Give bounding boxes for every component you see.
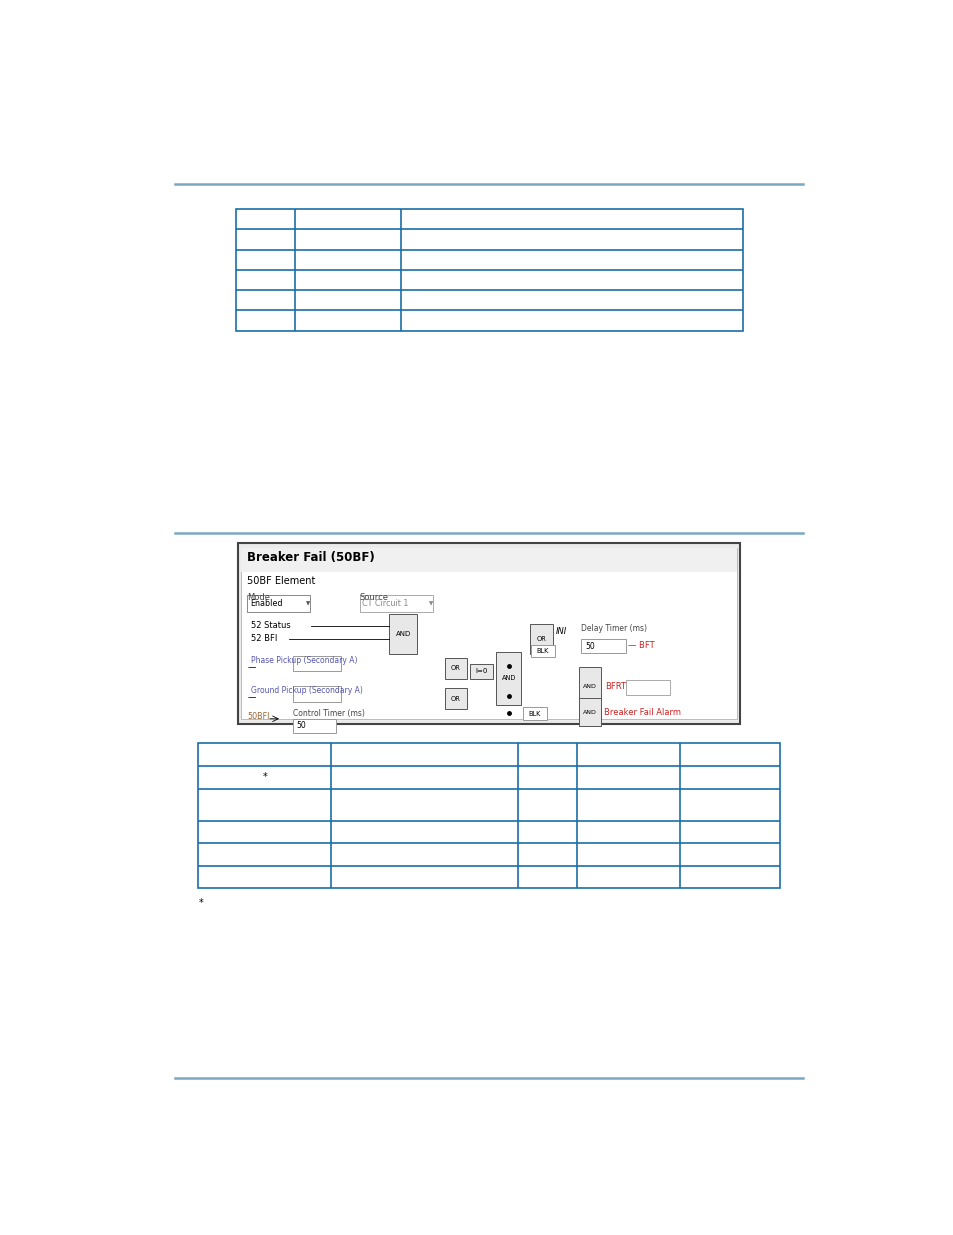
Text: BFRT: BFRT [604, 682, 625, 690]
Text: OR: OR [450, 666, 460, 672]
Text: 52 BFI: 52 BFI [251, 635, 277, 643]
Bar [241, 547, 736, 719]
Bar [470, 663, 492, 679]
Bar [625, 679, 669, 695]
Text: ▼: ▼ [429, 601, 433, 606]
Text: OR: OR [536, 636, 546, 642]
Text: 50: 50 [584, 641, 594, 651]
Text: OR: OR [450, 695, 460, 701]
Bar [293, 687, 341, 701]
Text: 50: 50 [296, 721, 306, 730]
Text: Control Timer (ms): Control Timer (ms) [293, 709, 364, 719]
Bar [359, 595, 433, 613]
Bar [531, 645, 554, 657]
Text: AND: AND [582, 684, 597, 689]
Text: 50BF Element: 50BF Element [247, 576, 315, 587]
Bar [241, 547, 736, 572]
Text: 50BFI: 50BFI [247, 713, 270, 721]
Bar [247, 595, 310, 613]
Text: CT Circuit 1: CT Circuit 1 [362, 599, 409, 608]
Bar [235, 209, 741, 331]
Bar [444, 658, 466, 679]
Text: AND: AND [501, 676, 516, 682]
Text: I=0: I=0 [475, 668, 487, 674]
Text: — BFT: — BFT [627, 641, 654, 650]
Text: Phase Pickup (Secondary A): Phase Pickup (Secondary A) [251, 656, 357, 664]
Bar [293, 656, 341, 672]
Text: AND: AND [395, 631, 411, 637]
Text: —: — [247, 663, 255, 672]
Bar [496, 652, 521, 704]
Bar [198, 743, 780, 888]
Text: Mode: Mode [247, 593, 270, 603]
Text: 52 Status: 52 Status [251, 621, 291, 630]
Text: ▼: ▼ [305, 601, 310, 606]
Bar [529, 624, 553, 655]
Text: INI: INI [555, 627, 566, 636]
Bar [522, 708, 546, 720]
Text: AND: AND [582, 710, 597, 715]
Bar [580, 638, 625, 653]
Text: Ground Pickup (Secondary A): Ground Pickup (Secondary A) [251, 687, 362, 695]
Bar [237, 543, 740, 724]
Bar [578, 667, 600, 705]
Text: *: * [198, 898, 203, 908]
Text: Enabled: Enabled [250, 599, 282, 608]
Bar [578, 698, 600, 726]
Text: Breaker Fail (50BF): Breaker Fail (50BF) [247, 551, 375, 564]
Text: BLK: BLK [528, 711, 540, 718]
Bar [389, 614, 416, 655]
Text: —: — [247, 693, 255, 703]
Bar [293, 719, 335, 734]
Text: Source: Source [359, 593, 388, 603]
Text: Breaker Fail Alarm: Breaker Fail Alarm [603, 708, 679, 716]
Text: *: * [262, 772, 267, 782]
Bar [444, 688, 466, 709]
Text: Delay Timer (ms): Delay Timer (ms) [580, 624, 647, 632]
Text: BLK: BLK [537, 648, 549, 655]
